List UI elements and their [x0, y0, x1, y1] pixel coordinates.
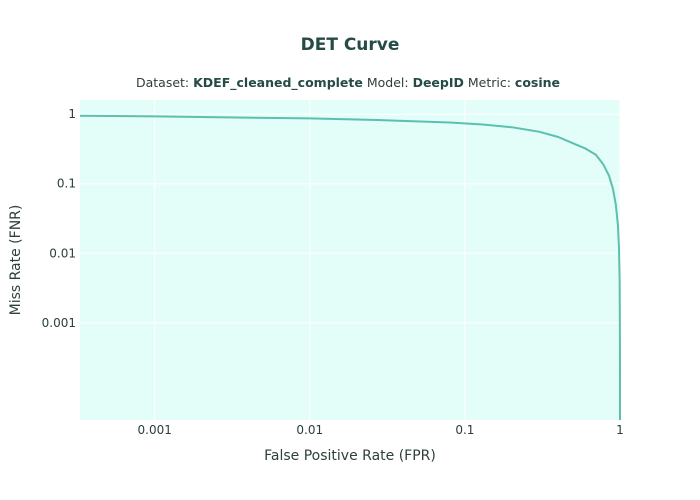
grid [80, 100, 621, 420]
subtitle-metric-label: Metric: [464, 75, 515, 90]
x-axis-title: False Positive Rate (FPR) [264, 448, 436, 464]
subtitle-model: DeepID [413, 75, 464, 90]
plot-area [80, 100, 620, 420]
x-tick-label: 0.01 [296, 423, 323, 437]
subtitle-metric: cosine [515, 75, 560, 90]
chart-subtitle: Dataset: KDEF_cleaned_complete Model: De… [136, 75, 560, 91]
x-axis: 0.001 0.01 0.1 1 [138, 423, 624, 437]
y-tick-label: 0.01 [49, 246, 76, 260]
x-tick-label: 0.001 [138, 423, 172, 437]
det-curve-line [79, 114, 621, 420]
subtitle-dataset: KDEF_cleaned_complete [193, 75, 363, 91]
y-axis: 0.001 0.01 0.1 1 [42, 107, 76, 330]
y-tick-label: 0.1 [57, 177, 76, 191]
chart-title: DET Curve [301, 35, 400, 55]
series-layer [79, 114, 621, 420]
y-axis-title: Miss Rate (FNR) [8, 205, 24, 316]
x-tick-label: 0.1 [455, 423, 474, 437]
subtitle-model-label: Model: [363, 75, 413, 90]
y-tick-label: 0.001 [42, 316, 76, 330]
x-tick-label: 1 [616, 423, 624, 437]
subtitle-dataset-label: Dataset: [136, 75, 193, 90]
y-tick-label: 1 [68, 107, 76, 121]
